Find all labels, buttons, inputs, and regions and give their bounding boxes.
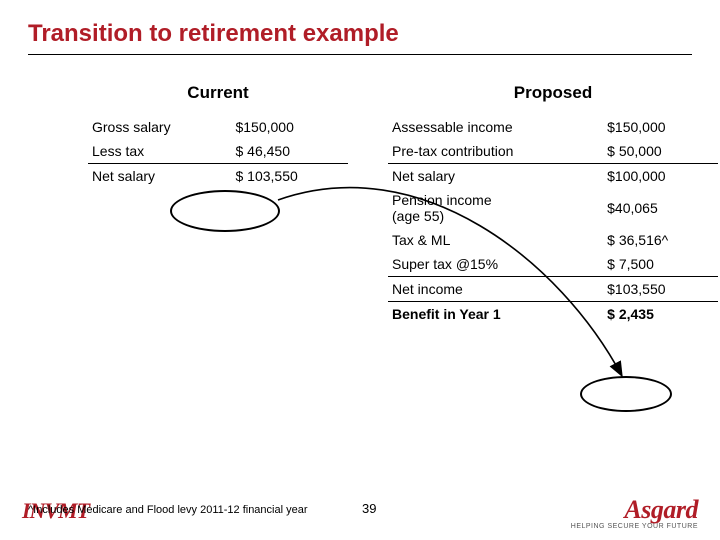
label: Tax & ML [388,228,603,252]
row-pension-income: Pension income (age 55) $40,065 [388,188,718,228]
label: Pre-tax contribution [388,139,603,164]
slide: Transition to retirement example Current… [0,0,720,540]
row-pretax-contribution: Pre-tax contribution $ 50,000 [388,139,718,164]
row-less-tax: Less tax $ 46,450 [88,139,348,164]
label: Benefit in Year 1 [388,302,603,327]
logo-brand: Asgard [571,495,698,525]
value: $150,000 [231,115,348,139]
row-tax-ml: Tax & ML $ 36,516^ [388,228,718,252]
title-rule [28,54,692,55]
value: $40,065 [603,188,718,228]
highlight-circle-right [580,376,672,412]
page-number: 39 [362,501,376,516]
label: Net income [388,277,603,302]
value: $ 7,500 [603,252,718,277]
slide-title: Transition to retirement example [28,20,692,48]
label: Gross salary [88,115,231,139]
value: $ 46,450 [231,139,348,164]
value: $ 103,550 [231,164,348,189]
label: Assessable income [388,115,603,139]
label: Less tax [88,139,231,164]
label: Pension income (age 55) [388,188,603,228]
logo-tagline: HELPING SECURE YOUR FUTURE [571,523,698,530]
label: Net salary [388,164,603,189]
value: $ 36,516^ [603,228,718,252]
label: Super tax @15% [388,252,603,277]
value: $150,000 [603,115,718,139]
row-benefit: Benefit in Year 1 $ 2,435 [388,302,718,327]
pension-label-2: (age 55) [392,208,444,224]
row-super-tax: Super tax @15% $ 7,500 [388,252,718,277]
value: $100,000 [603,164,718,189]
value: $ 50,000 [603,139,718,164]
footnote: ^Includes Medicare and Flood levy 2011-1… [28,504,308,516]
heading-proposed: Proposed [388,83,718,103]
row-net-salary: Net salary $ 103,550 [88,164,348,189]
label: Net salary [88,164,231,189]
value: $ 2,435 [603,302,718,327]
table-proposed: Assessable income $150,000 Pre-tax contr… [388,115,718,326]
highlight-circle-left [170,190,280,232]
row-net-salary-proposed: Net salary $100,000 [388,164,718,189]
column-proposed: Proposed Assessable income $150,000 Pre-… [388,83,718,326]
logo-right: Asgard HELPING SECURE YOUR FUTURE [571,495,698,530]
pension-label-1: Pension income [392,192,492,208]
heading-current: Current [88,83,348,103]
row-assessable-income: Assessable income $150,000 [388,115,718,139]
table-current: Gross salary $150,000 Less tax $ 46,450 … [88,115,348,188]
value: $103,550 [603,277,718,302]
row-gross-salary: Gross salary $150,000 [88,115,348,139]
row-net-income: Net income $103,550 [388,277,718,302]
column-current: Current Gross salary $150,000 Less tax $… [88,83,348,188]
